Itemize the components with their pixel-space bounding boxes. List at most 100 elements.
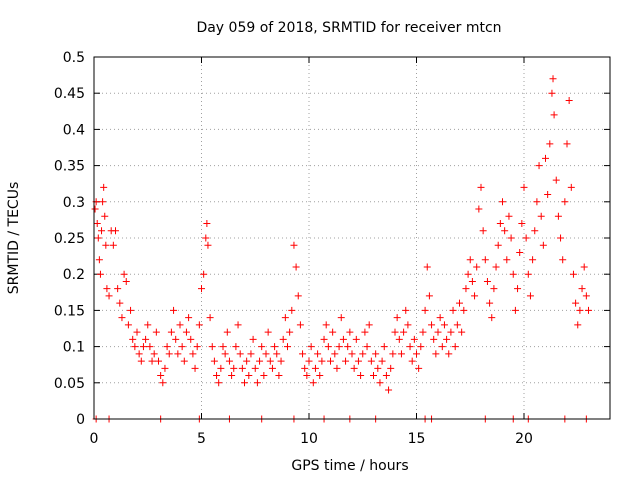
data-point	[342, 357, 350, 365]
data-point	[189, 350, 197, 358]
data-point	[139, 343, 147, 351]
data-point	[305, 357, 313, 365]
data-point	[526, 292, 534, 300]
data-point	[499, 198, 506, 206]
data-point	[131, 343, 139, 351]
data-point	[324, 343, 332, 351]
data-point	[120, 270, 128, 278]
data-point	[294, 292, 302, 300]
data-point	[94, 234, 102, 242]
data-point	[238, 364, 246, 372]
data-point	[389, 350, 397, 358]
data-point	[458, 328, 466, 336]
data-point	[382, 372, 390, 380]
data-point	[213, 372, 221, 380]
data-point	[337, 314, 345, 322]
data-point	[232, 343, 240, 351]
data-point	[309, 379, 317, 387]
data-point	[165, 350, 173, 358]
data-point	[327, 357, 334, 365]
data-point	[370, 372, 377, 380]
data-point	[281, 314, 289, 322]
data-point	[210, 357, 218, 365]
data-point	[204, 241, 212, 249]
data-point	[361, 328, 369, 336]
data-point	[114, 285, 122, 293]
data-point	[552, 176, 560, 184]
data-point	[397, 350, 405, 358]
data-point	[546, 140, 554, 148]
data-point	[98, 227, 106, 235]
data-point	[514, 285, 522, 293]
data-point	[251, 364, 259, 372]
data-point	[180, 357, 188, 365]
data-point	[217, 364, 225, 372]
x-tick-label: 5	[197, 431, 206, 447]
data-point	[167, 328, 175, 336]
data-point	[225, 357, 233, 365]
data-point	[157, 372, 165, 380]
data-point	[100, 183, 108, 191]
data-point	[548, 89, 556, 97]
data-point	[352, 335, 360, 343]
y-tick-label: 0.3	[63, 195, 85, 211]
chart-title: Day 059 of 2018, SRMTID for receiver mtc…	[196, 20, 501, 36]
data-point	[438, 343, 446, 351]
data-point	[116, 299, 124, 307]
data-point	[262, 350, 270, 358]
data-point	[440, 321, 448, 329]
data-point	[256, 357, 264, 365]
data-point	[245, 372, 253, 380]
data-point	[208, 343, 216, 351]
data-point	[557, 234, 565, 242]
data-point	[234, 321, 242, 329]
data-point	[344, 343, 352, 351]
data-point	[404, 321, 412, 329]
data-point	[363, 343, 371, 351]
data-point	[582, 292, 590, 300]
plot-frame	[93, 56, 611, 420]
y-tick-label: 0.4	[63, 122, 85, 138]
data-point	[273, 350, 281, 358]
data-point	[533, 198, 541, 206]
data-point	[129, 335, 137, 343]
data-point	[152, 328, 160, 336]
data-point	[195, 321, 203, 329]
data-point	[103, 285, 111, 293]
data-point	[258, 343, 266, 351]
data-point	[339, 335, 347, 343]
data-point	[241, 379, 248, 387]
data-point	[96, 270, 104, 278]
data-point	[509, 270, 517, 278]
y-tick-label: 0.45	[54, 86, 85, 102]
data-point	[155, 357, 162, 365]
data-point	[279, 335, 287, 343]
data-point	[408, 357, 416, 365]
x-tick-label: 15	[408, 431, 426, 447]
data-point	[531, 227, 539, 235]
x-tick-label: 10	[300, 431, 318, 447]
data-point	[544, 191, 552, 199]
data-point	[518, 220, 526, 228]
data-point	[203, 220, 211, 228]
data-point	[314, 350, 322, 358]
data-point	[191, 364, 199, 372]
data-points	[91, 75, 592, 423]
data-point	[307, 343, 315, 351]
data-point	[520, 183, 528, 191]
data-point	[479, 227, 487, 235]
data-point	[475, 205, 483, 213]
data-point	[118, 314, 126, 322]
data-point	[275, 372, 283, 380]
data-point	[421, 306, 429, 314]
data-point	[320, 335, 328, 343]
data-point	[376, 379, 384, 387]
data-point	[569, 270, 577, 278]
data-point	[133, 328, 141, 336]
data-point	[550, 111, 558, 119]
data-point	[460, 306, 468, 314]
data-point	[413, 350, 420, 358]
data-point	[277, 357, 285, 365]
y-tick-label: 0.35	[54, 159, 85, 175]
